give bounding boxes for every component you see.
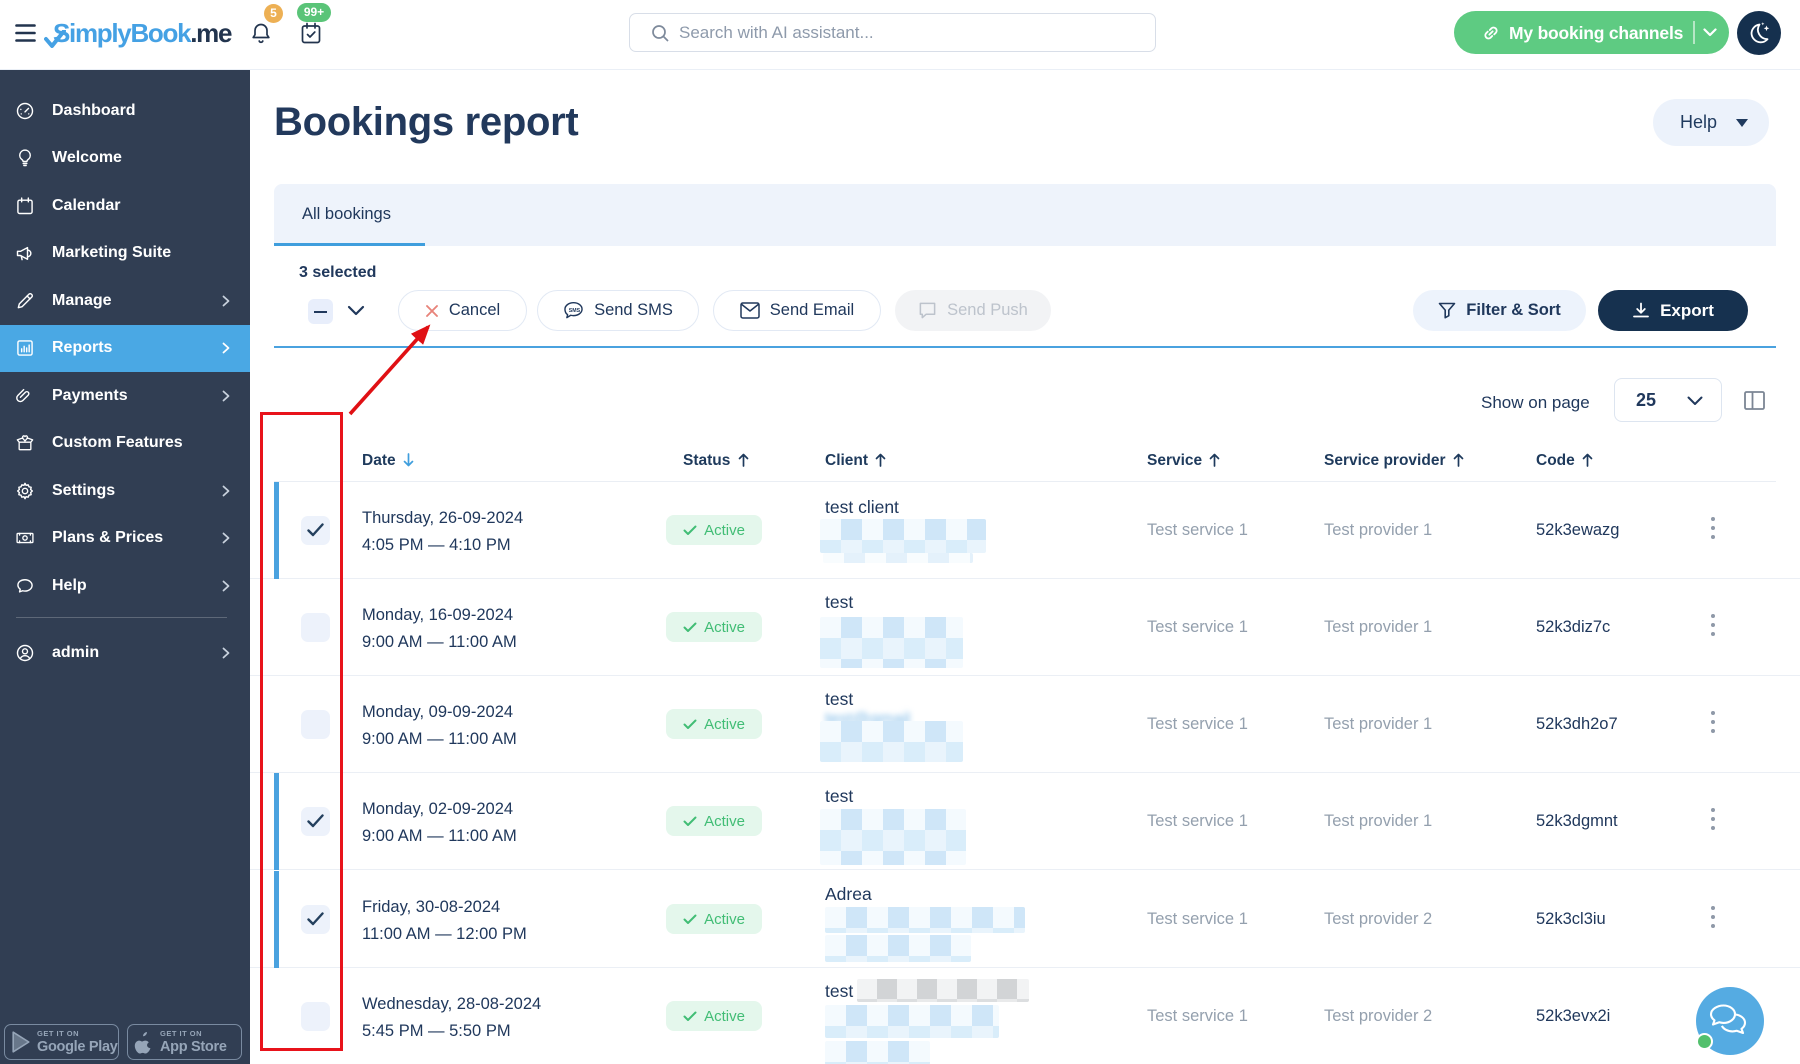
svg-text:SMS: SMS	[569, 308, 581, 314]
